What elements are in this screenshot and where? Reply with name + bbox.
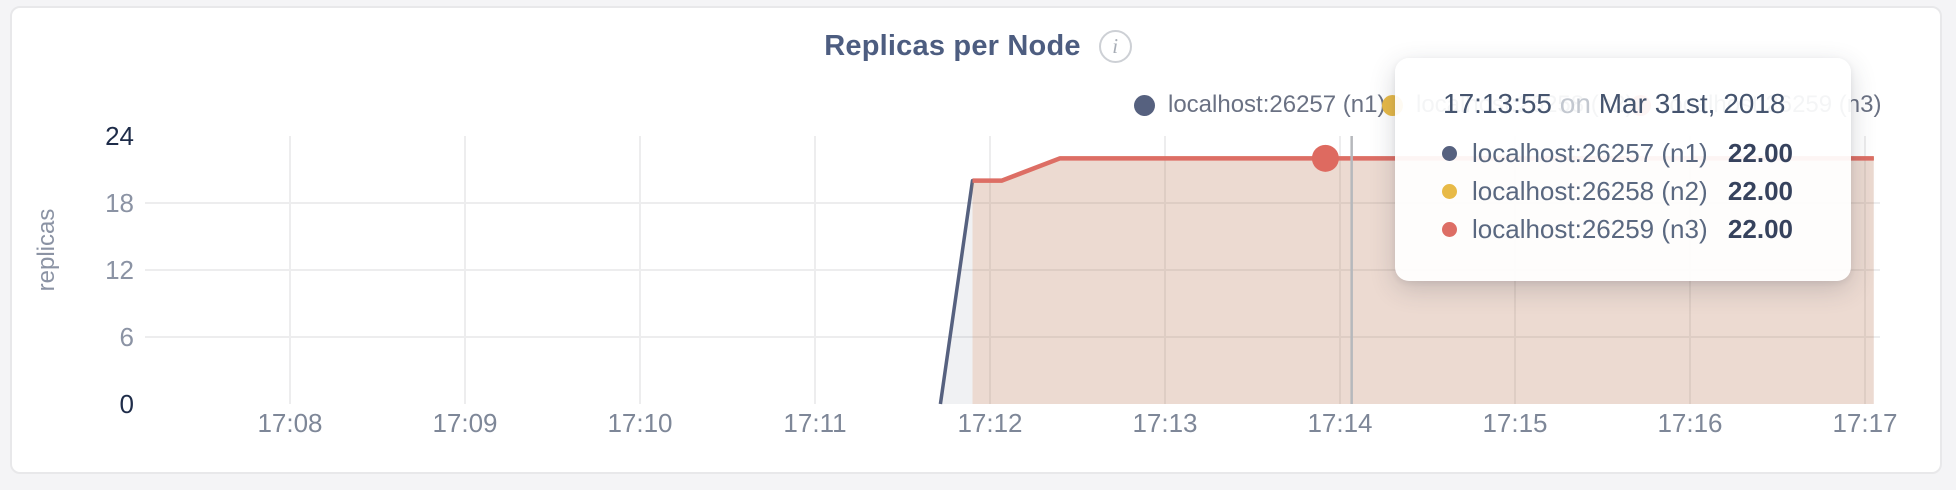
x-tick-label: 17:16 [1657, 408, 1723, 438]
tooltip-row: localhost:26259 (n3) 22.00 [1442, 210, 1793, 248]
y-tick-label: 12 [105, 255, 134, 285]
tooltip-on-word: on [1559, 88, 1591, 119]
legend-item-n1[interactable]: localhost:26257 (n1) [1134, 91, 1385, 119]
x-tick-label: 17:13 [1132, 408, 1198, 438]
info-icon[interactable]: i [1098, 30, 1132, 63]
legend-dot [1134, 94, 1155, 116]
tooltip-date: Mar 31st, 2018 [1598, 88, 1786, 119]
tooltip-rows: localhost:26257 (n1) 22.00 localhost:26258… [1442, 134, 1793, 248]
tooltip-row: localhost:26257 (n1) 22.00 [1442, 134, 1793, 172]
tooltip-series-value: 22.00 [1727, 137, 1793, 168]
x-tick-label: 17:15 [1482, 408, 1548, 438]
tooltip-series-value: 22.00 [1727, 175, 1793, 206]
tooltip-series-label: localhost:26258 (n2) [1472, 175, 1708, 206]
hover-point [1311, 144, 1339, 172]
tooltip-series-dot [1442, 183, 1457, 199]
x-tick-label: 17:08 [257, 408, 323, 438]
tooltip-series-dot [1442, 145, 1457, 161]
x-tick-label: 17:11 [783, 408, 847, 438]
x-tick-label: 17:14 [1307, 408, 1373, 438]
chart-title: Replicas per Node [824, 30, 1081, 62]
tooltip-series-value: 22.00 [1727, 213, 1793, 244]
tooltip-time: 17:13:55 [1443, 88, 1552, 119]
tooltip-series-dot [1442, 221, 1457, 237]
hover-tooltip: 17:13:55 on Mar 31st, 2018 localhost:262… [1395, 58, 1851, 281]
chart-header: Replicas per Node i [0, 30, 1956, 63]
tooltip-row: localhost:26258 (n2) 22.00 [1442, 172, 1793, 210]
legend-label: localhost:26257 (n1) [1168, 91, 1386, 118]
x-tick-label: 17:09 [432, 408, 498, 438]
x-tick-label: 17:17 [1832, 408, 1898, 438]
tooltip-series-label: localhost:26257 (n1) [1472, 137, 1708, 168]
x-tick-label: 17:12 [957, 408, 1023, 438]
y-tick-label: 24 [105, 121, 134, 151]
y-tick-label: 6 [119, 322, 134, 352]
y-tick-label: 18 [105, 188, 134, 218]
tooltip-series-label: localhost:26259 (n3) [1472, 213, 1708, 244]
y-tick-label: 0 [119, 389, 134, 419]
tooltip-header: 17:13:55 on Mar 31st, 2018 [1443, 88, 1811, 120]
x-tick-label: 17:10 [607, 408, 673, 438]
